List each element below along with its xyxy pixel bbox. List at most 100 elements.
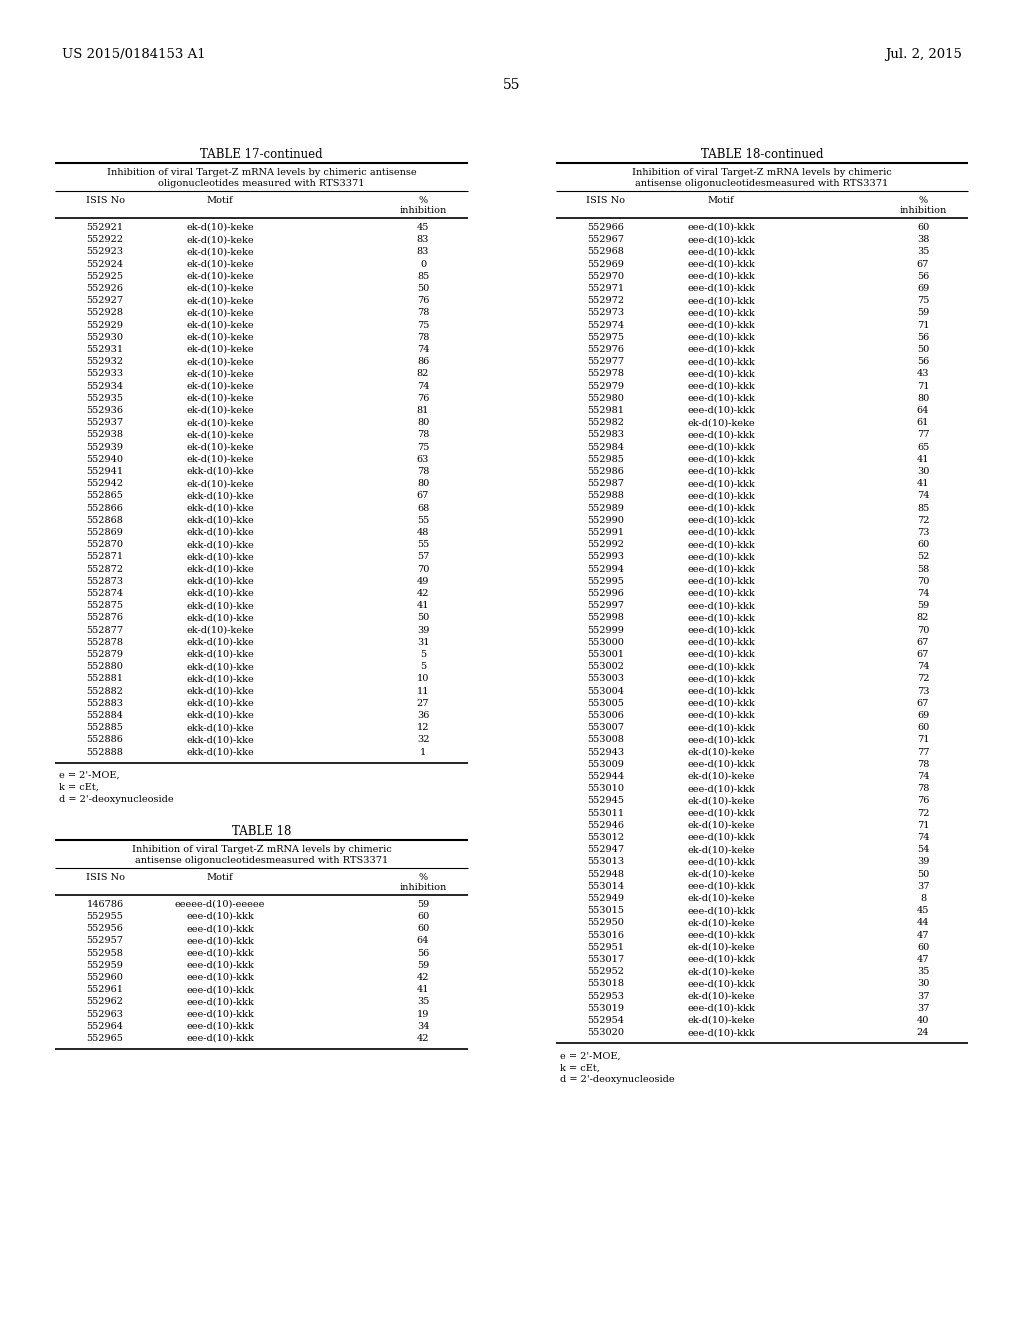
Text: 552870: 552870	[86, 540, 124, 549]
Text: eee-d(10)-kkk: eee-d(10)-kkk	[687, 479, 755, 488]
Text: ISIS No: ISIS No	[587, 195, 626, 205]
Text: ek-d(10)-keke: ek-d(10)-keke	[186, 381, 254, 391]
Text: 552999: 552999	[588, 626, 625, 635]
Text: 552950: 552950	[588, 919, 625, 928]
Text: eee-d(10)-kkk: eee-d(10)-kkk	[687, 223, 755, 232]
Text: 35: 35	[916, 968, 929, 977]
Text: 60: 60	[916, 223, 929, 232]
Text: eee-d(10)-kkk: eee-d(10)-kkk	[687, 247, 755, 256]
Text: 70: 70	[916, 577, 929, 586]
Text: ek-d(10)-keke: ek-d(10)-keke	[186, 442, 254, 451]
Text: 47: 47	[916, 931, 929, 940]
Text: ekk-d(10)-kke: ekk-d(10)-kke	[186, 735, 254, 744]
Text: k = cEt,: k = cEt,	[560, 1064, 600, 1072]
Text: 553000: 553000	[588, 638, 625, 647]
Text: 552988: 552988	[588, 491, 625, 500]
Text: 552943: 552943	[588, 747, 625, 756]
Text: 65: 65	[916, 442, 929, 451]
Text: 552958: 552958	[87, 949, 124, 957]
Text: 50: 50	[417, 284, 429, 293]
Text: oligonucleotides measured with RTS3371: oligonucleotides measured with RTS3371	[159, 180, 365, 187]
Text: ekk-d(10)-kke: ekk-d(10)-kke	[186, 589, 254, 598]
Text: 146786: 146786	[86, 900, 124, 908]
Text: 67: 67	[916, 260, 929, 268]
Text: ek-d(10)-keke: ek-d(10)-keke	[687, 821, 755, 830]
Text: ekk-d(10)-kke: ekk-d(10)-kke	[186, 614, 254, 623]
Text: ekk-d(10)-kke: ekk-d(10)-kke	[186, 516, 254, 525]
Text: 552885: 552885	[87, 723, 124, 733]
Text: %: %	[919, 195, 928, 205]
Text: 552942: 552942	[86, 479, 124, 488]
Text: 553007: 553007	[588, 723, 625, 733]
Text: 553005: 553005	[588, 698, 625, 708]
Text: 552871: 552871	[86, 552, 124, 561]
Text: 552962: 552962	[86, 998, 124, 1006]
Text: 32: 32	[417, 735, 429, 744]
Text: 552989: 552989	[588, 504, 625, 512]
Text: 553003: 553003	[588, 675, 625, 684]
Text: 552928: 552928	[86, 309, 124, 317]
Text: 552966: 552966	[588, 223, 625, 232]
Text: 552932: 552932	[86, 358, 124, 366]
Text: ek-d(10)-keke: ek-d(10)-keke	[186, 455, 254, 463]
Text: ekk-d(10)-kke: ekk-d(10)-kke	[186, 467, 254, 477]
Text: TABLE 18: TABLE 18	[231, 825, 291, 838]
Text: 72: 72	[916, 516, 929, 525]
Text: eee-d(10)-kkk: eee-d(10)-kkk	[687, 333, 755, 342]
Text: 552921: 552921	[86, 223, 124, 232]
Text: ek-d(10)-keke: ek-d(10)-keke	[687, 418, 755, 428]
Text: eee-d(10)-kkk: eee-d(10)-kkk	[687, 589, 755, 598]
Text: ekk-d(10)-kke: ekk-d(10)-kke	[186, 601, 254, 610]
Text: Inhibition of viral Target-Z mRNA levels by chimeric antisense: Inhibition of viral Target-Z mRNA levels…	[106, 168, 417, 177]
Text: ek-d(10)-keke: ek-d(10)-keke	[186, 223, 254, 232]
Text: ek-d(10)-keke: ek-d(10)-keke	[186, 345, 254, 354]
Text: 74: 74	[417, 381, 429, 391]
Text: 552965: 552965	[87, 1034, 124, 1043]
Text: 552878: 552878	[86, 638, 124, 647]
Text: 553018: 553018	[588, 979, 625, 989]
Text: 552976: 552976	[588, 345, 625, 354]
Text: eee-d(10)-kkk: eee-d(10)-kkk	[186, 936, 254, 945]
Text: 553010: 553010	[588, 784, 625, 793]
Text: 59: 59	[417, 900, 429, 908]
Text: 552925: 552925	[86, 272, 124, 281]
Text: antisense oligonucleotidesmeasured with RTS3371: antisense oligonucleotidesmeasured with …	[135, 855, 388, 865]
Text: eee-d(10)-kkk: eee-d(10)-kkk	[687, 552, 755, 561]
Text: ekk-d(10)-kke: ekk-d(10)-kke	[186, 528, 254, 537]
Text: 552882: 552882	[86, 686, 124, 696]
Text: 552952: 552952	[588, 968, 625, 977]
Text: 552865: 552865	[87, 491, 124, 500]
Text: 5: 5	[420, 649, 426, 659]
Text: ek-d(10)-keke: ek-d(10)-keke	[186, 407, 254, 414]
Text: 553020: 553020	[588, 1028, 625, 1038]
Text: eee-d(10)-kkk: eee-d(10)-kkk	[687, 442, 755, 451]
Text: eee-d(10)-kkk: eee-d(10)-kkk	[687, 979, 755, 989]
Text: 77: 77	[916, 430, 929, 440]
Text: 85: 85	[417, 272, 429, 281]
Text: eee-d(10)-kkk: eee-d(10)-kkk	[186, 1034, 254, 1043]
Text: ek-d(10)-keke: ek-d(10)-keke	[687, 968, 755, 977]
Text: 552937: 552937	[86, 418, 124, 428]
Text: eee-d(10)-kkk: eee-d(10)-kkk	[687, 309, 755, 317]
Text: eee-d(10)-kkk: eee-d(10)-kkk	[687, 686, 755, 696]
Text: 58: 58	[916, 565, 929, 574]
Text: 78: 78	[417, 333, 429, 342]
Text: Inhibition of viral Target-Z mRNA levels by chimeric: Inhibition of viral Target-Z mRNA levels…	[132, 845, 391, 854]
Text: 85: 85	[916, 504, 929, 512]
Text: ekk-d(10)-kke: ekk-d(10)-kke	[186, 491, 254, 500]
Text: 552963: 552963	[86, 1010, 124, 1019]
Text: 552980: 552980	[588, 393, 625, 403]
Text: 552978: 552978	[588, 370, 625, 379]
Text: eee-d(10)-kkk: eee-d(10)-kkk	[687, 540, 755, 549]
Text: eee-d(10)-kkk: eee-d(10)-kkk	[186, 924, 254, 933]
Text: ek-d(10)-keke: ek-d(10)-keke	[186, 333, 254, 342]
Text: eee-d(10)-kkk: eee-d(10)-kkk	[687, 954, 755, 964]
Text: 552875: 552875	[86, 601, 124, 610]
Text: Inhibition of viral Target-Z mRNA levels by chimeric: Inhibition of viral Target-Z mRNA levels…	[632, 168, 892, 177]
Text: 553017: 553017	[588, 954, 625, 964]
Text: ek-d(10)-keke: ek-d(10)-keke	[687, 845, 755, 854]
Text: 56: 56	[916, 333, 929, 342]
Text: ek-d(10)-keke: ek-d(10)-keke	[687, 942, 755, 952]
Text: 552982: 552982	[588, 418, 625, 428]
Text: eee-d(10)-kkk: eee-d(10)-kkk	[687, 467, 755, 477]
